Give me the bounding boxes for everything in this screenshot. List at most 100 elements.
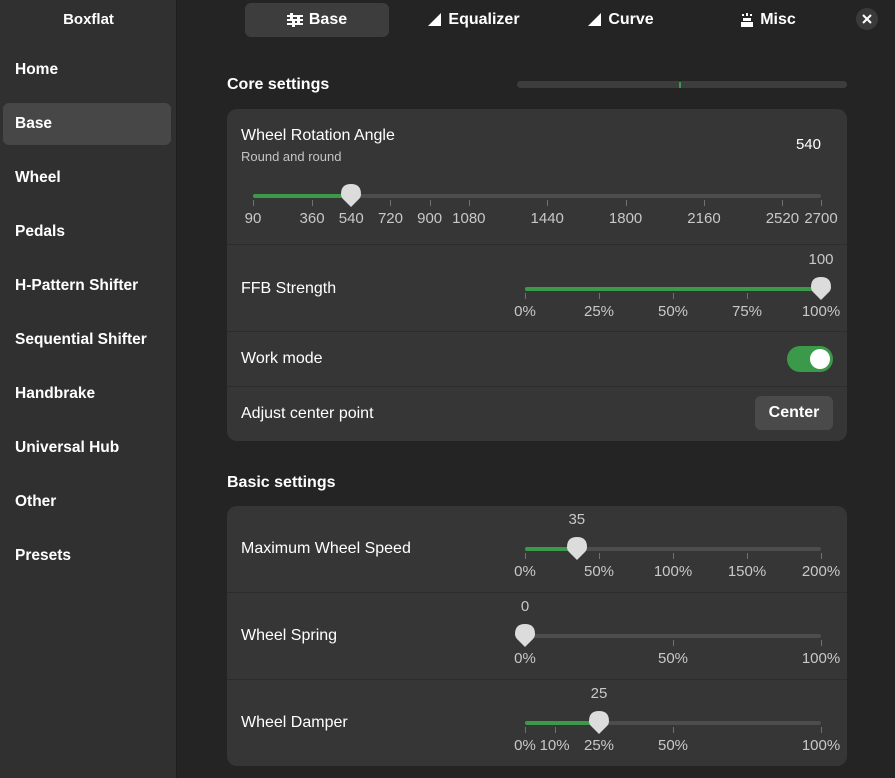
slider-tick-label: 1440 <box>530 210 564 227</box>
slider-tick-label: 50% <box>583 563 615 580</box>
sidebar-item-handbrake[interactable]: Handbrake <box>15 385 96 402</box>
slider-tick-label: 100% <box>801 650 841 667</box>
tab-equalizer-label: Equalizer <box>448 11 520 28</box>
tab-curve-label: Curve <box>608 11 654 28</box>
close-button[interactable] <box>856 8 878 30</box>
sidebar-item-base[interactable]: Base <box>3 103 171 145</box>
slider-tick <box>821 727 822 733</box>
slider-tick-label: 50% <box>657 650 689 667</box>
slider-tick-label: 10% <box>539 737 570 754</box>
speed-slider[interactable]: 0% 50% 100% 150% 200% 35 <box>514 511 840 587</box>
slider-knob[interactable] <box>589 711 609 735</box>
slider-tick <box>747 553 748 559</box>
speed-label: Maximum Wheel Speed <box>241 540 411 557</box>
sidebar-item-pedals[interactable]: Pedals <box>15 223 65 240</box>
slider-tick <box>547 200 549 206</box>
spring-slider[interactable]: 0% 50% 100% 0 <box>514 598 840 674</box>
slider-tick <box>673 640 674 646</box>
slider-tick <box>468 200 470 206</box>
tab-base[interactable]: Base <box>245 3 389 37</box>
tab-base-label: Base <box>308 11 348 28</box>
rotation-value: 540 <box>795 136 821 153</box>
slider-knob[interactable] <box>515 624 535 648</box>
ffb-slider[interactable]: 0% 25% 50% 75% 100% 100 <box>514 251 840 327</box>
slider-tick-label: 0% <box>514 563 536 580</box>
rotation-slider[interactable]: 90 360 540 720 900 1080 1440 1800 2160 2520 2700 <box>245 184 838 234</box>
slider-tick-label: 540 <box>338 210 364 227</box>
slider-track <box>253 194 821 198</box>
slider-tick <box>599 553 600 559</box>
work-mode-label: Work mode <box>241 350 323 367</box>
slider-tick <box>625 200 627 206</box>
sidebar-item-h-pattern-shifter[interactable]: H-Pattern Shifter <box>15 277 139 294</box>
work-mode-toggle[interactable] <box>787 346 833 372</box>
slider-track <box>525 634 821 638</box>
slider-knob[interactable] <box>811 277 831 301</box>
slider-tick <box>554 727 556 733</box>
slider-tick <box>703 200 705 206</box>
tab-misc[interactable]: Misc <box>696 3 840 37</box>
slider-value-label: 35 <box>568 511 586 528</box>
slider-fill <box>525 721 599 725</box>
sidebar: Boxflat Home Base Wheel Pedals H-Pattern… <box>0 0 177 778</box>
slider-fill <box>253 194 352 198</box>
center-button[interactable]: Center <box>755 396 833 430</box>
slider-tick-label: 90 <box>244 210 262 227</box>
center-row: Adjust center point Center <box>227 387 847 441</box>
slider-tick-label: 100% <box>801 303 841 320</box>
slider-tick <box>821 200 822 206</box>
tab-curve[interactable]: Curve <box>549 3 693 37</box>
slider-tick-label: 1800 <box>608 210 643 227</box>
tab-misc-label: Misc <box>760 11 796 28</box>
slider-tick <box>253 200 254 206</box>
rotation-sublabel: Round and round <box>241 149 342 164</box>
sidebar-item-other[interactable]: Other <box>15 493 57 510</box>
toggle-thumb <box>810 349 830 369</box>
slider-knob[interactable] <box>566 537 587 561</box>
slider-tick-label: 25% <box>583 737 615 754</box>
tab-equalizer[interactable]: Equalizer <box>402 3 546 37</box>
basic-settings-title: Basic settings <box>227 474 336 491</box>
slider-tick-label: 360 <box>299 210 325 227</box>
slider-tick-label: 900 <box>417 210 443 227</box>
slider-tick <box>673 727 674 733</box>
status-progress-marker <box>679 82 681 88</box>
sidebar-item-home[interactable]: Home <box>15 61 59 78</box>
ffb-row: FFB Strength 0% 25% 50% 75% 100% 100 <box>227 245 847 332</box>
slider-value-label: 25 <box>590 685 608 702</box>
slider-tick-label: 2160 <box>687 210 721 227</box>
slider-tick-label: 2520 <box>765 210 800 227</box>
damper-slider[interactable]: 0% 10% 25% 50% 100% 25 <box>514 685 840 761</box>
slider-tick-label: 25% <box>583 303 615 320</box>
slider-tick-label: 100% <box>653 563 693 580</box>
slider-tick <box>673 553 674 559</box>
slider-knob[interactable] <box>341 184 362 208</box>
main-content: Base Equalizer Curve Misc Core settings <box>178 0 895 778</box>
sidebar-item-sequential-shifter[interactable]: Sequential Shifter <box>15 331 147 348</box>
slider-tick <box>747 293 748 299</box>
sidebar-item-presets[interactable]: Presets <box>15 547 72 564</box>
damper-label: Wheel Damper <box>241 714 348 731</box>
speed-row: Maximum Wheel Speed 0% 50% 100% 150% 200% 35 <box>227 506 847 593</box>
slider-tick-label: 100% <box>801 737 841 754</box>
slider-tick-label: 50% <box>657 737 689 754</box>
ffb-label: FFB Strength <box>241 280 337 297</box>
slider-tick-label: 0% <box>514 303 536 320</box>
slider-tick <box>673 293 674 299</box>
center-label: Adjust center point <box>241 405 374 422</box>
work-mode-row: Work mode <box>227 332 847 387</box>
damper-row: Wheel Damper 0% 10% 25% 50% 100% 25 <box>227 680 847 766</box>
sidebar-item-universal-hub[interactable]: Universal Hub <box>15 439 120 456</box>
slider-track <box>525 721 821 725</box>
slider-tick <box>525 293 526 299</box>
slider-tick <box>429 200 431 206</box>
sidebar-item-wheel[interactable]: Wheel <box>15 169 61 186</box>
spring-row: Wheel Spring 0% 50% 100% 0 <box>227 593 847 680</box>
slider-fill <box>525 547 577 551</box>
core-settings-title: Core settings <box>227 76 330 93</box>
slider-tick <box>821 553 822 559</box>
slider-tick <box>821 640 822 646</box>
slider-tick-label: 2700 <box>804 210 838 227</box>
core-settings-card: Wheel Rotation Angle Round and round 540… <box>227 109 847 441</box>
slider-tick-label: 720 <box>377 210 403 227</box>
